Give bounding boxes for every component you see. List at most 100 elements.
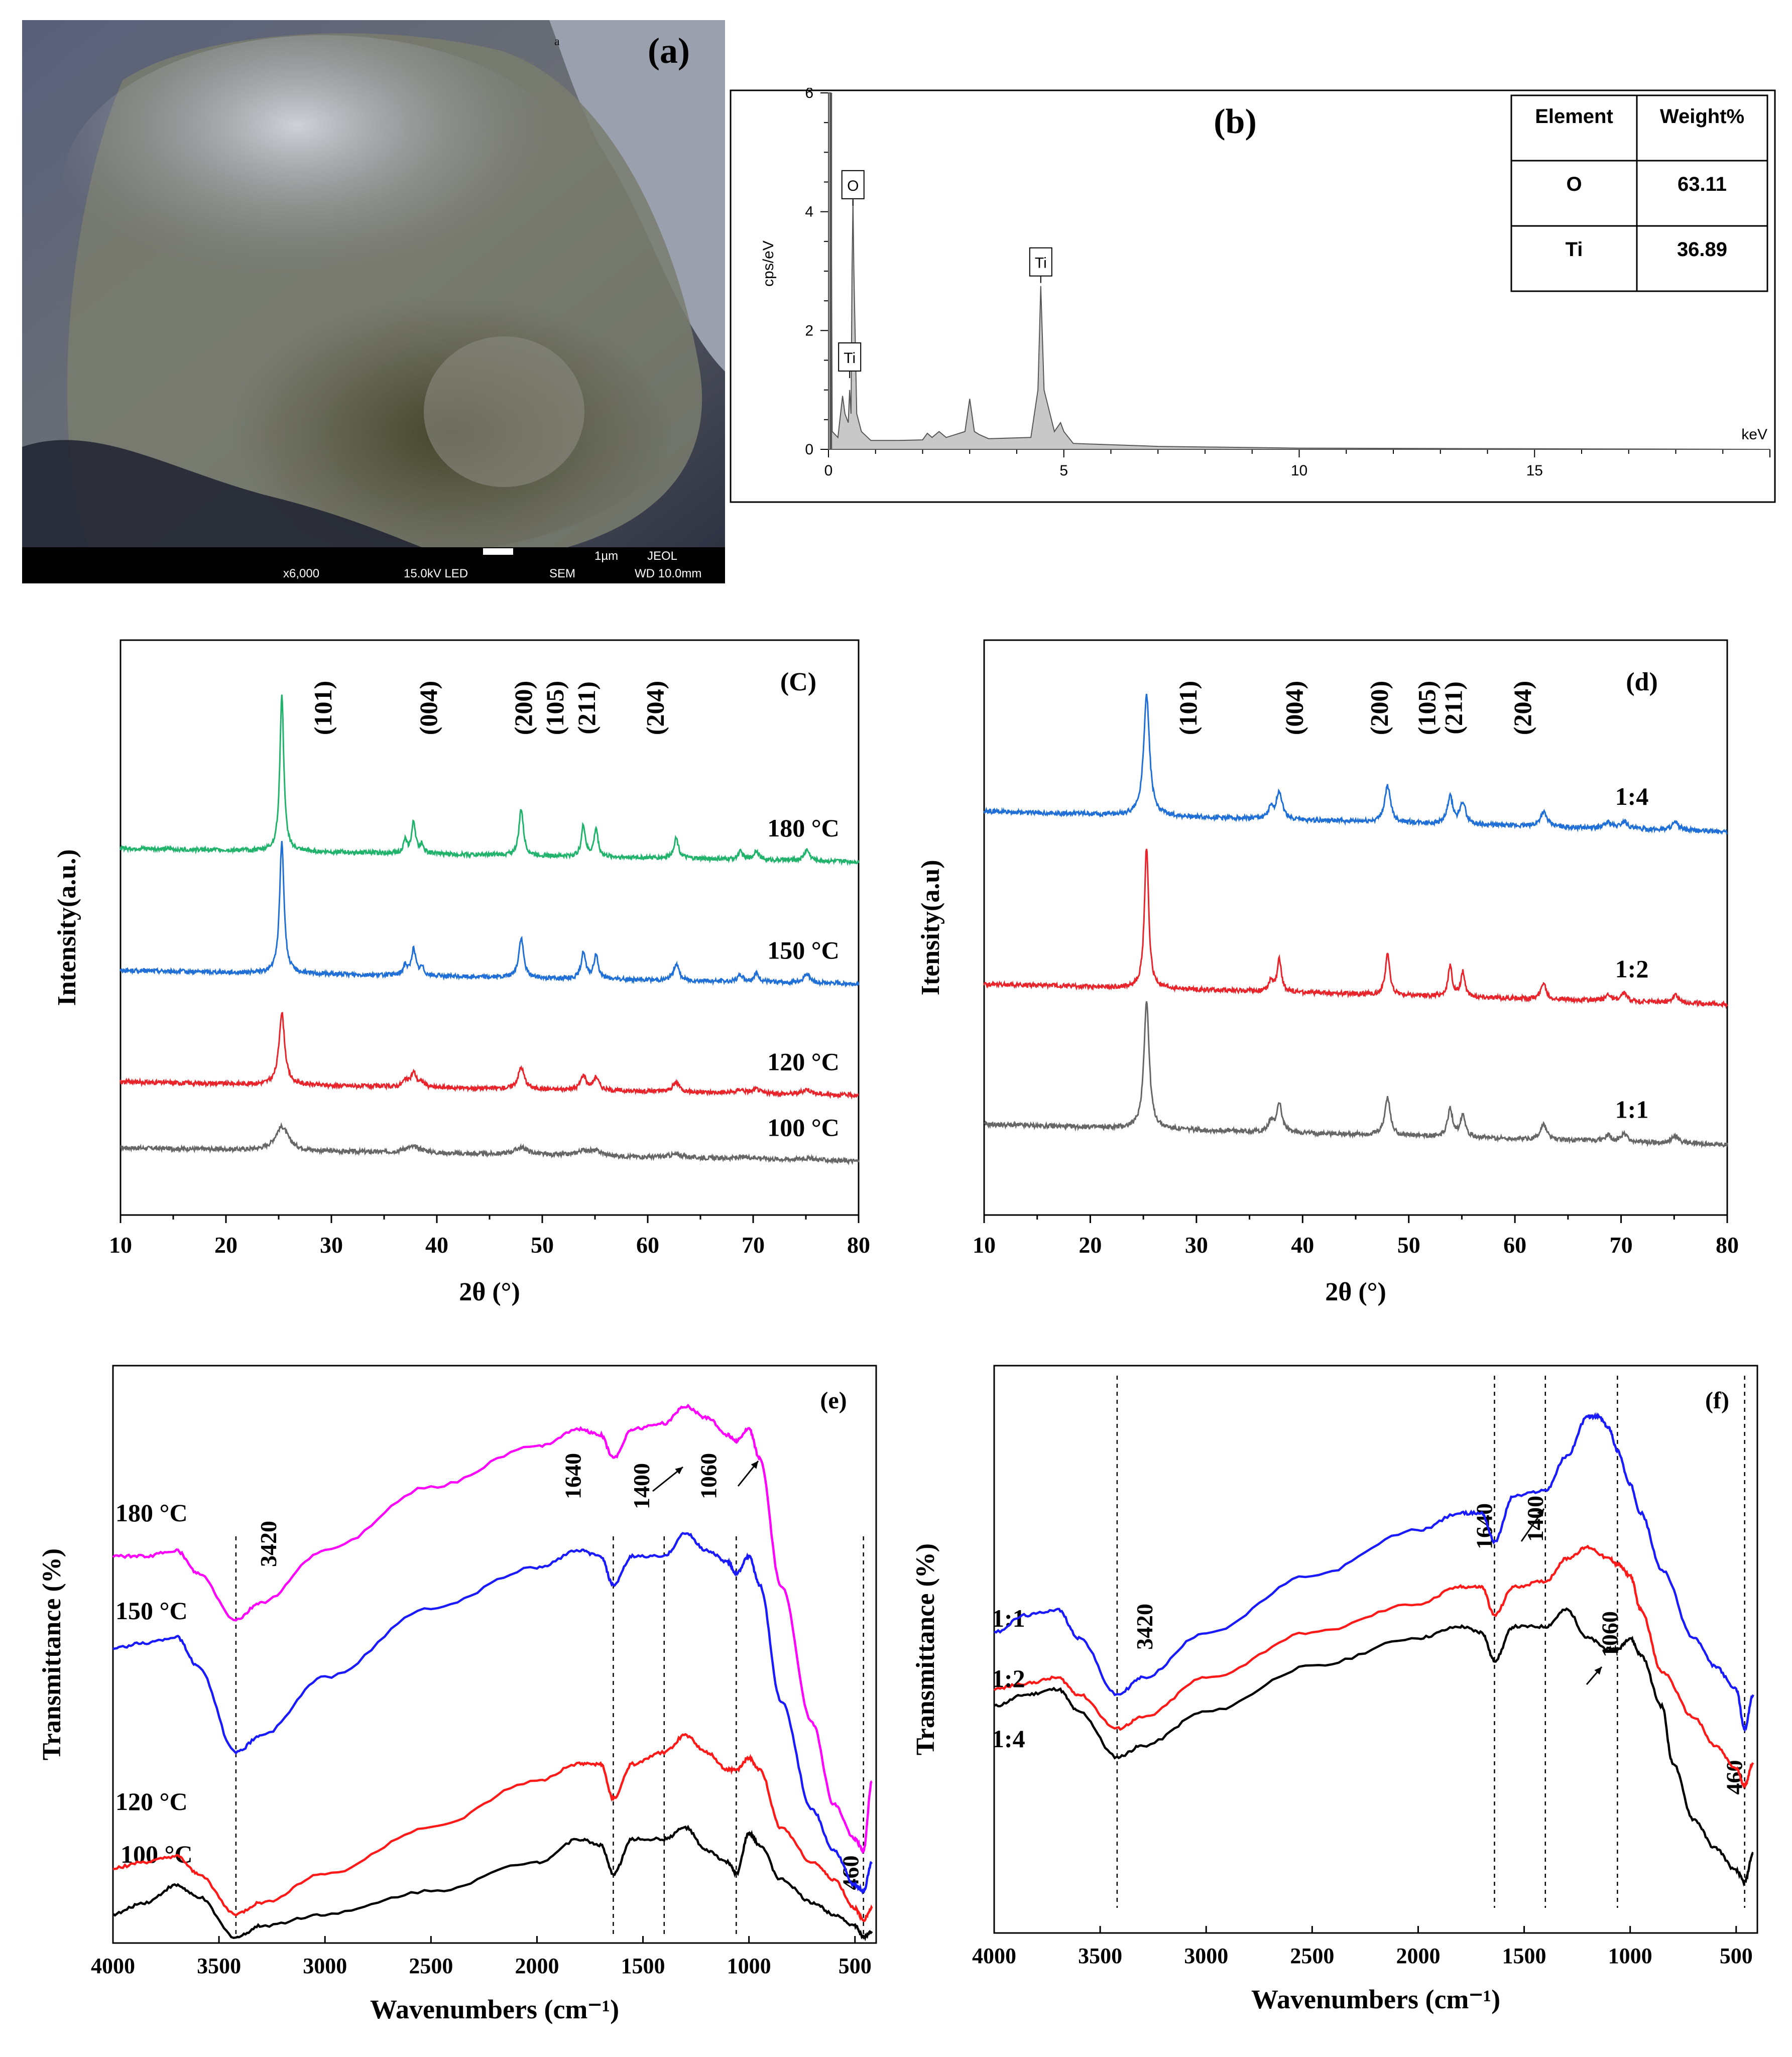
y-tick-label: 0 [805, 441, 813, 458]
sem-image: (a) a 1µm JEOL x6,000 15.0kV LED SEM WD … [22, 20, 725, 583]
band-label: 460 [1722, 1760, 1747, 1795]
series-line-11 [994, 1607, 1754, 1887]
panel-label-b: (b) [1214, 102, 1257, 141]
plot-frame [112, 1365, 877, 1944]
band-label: 3420 [256, 1521, 281, 1567]
y-tick-label: 4 [805, 204, 813, 220]
hkl-label: (105) [541, 681, 569, 735]
hkl-label: (211) [1439, 681, 1467, 735]
x-tick-label: 3000 [1184, 1944, 1228, 1968]
table-cell: 63.11 [1678, 173, 1727, 195]
hkl-label: (105) [1413, 681, 1441, 735]
peak-label-text: O [847, 178, 859, 194]
plot-frame [120, 639, 860, 1216]
x-tick-label: 500 [1720, 1944, 1753, 1968]
peak-label-text: Ti [844, 350, 856, 367]
x-tick-label: 50 [531, 1232, 554, 1258]
hkl-label: (211) [572, 681, 601, 735]
series-label: 180 °C [767, 814, 840, 842]
series-line-120C [112, 1733, 873, 1922]
y-tick-label: 6 [805, 88, 813, 101]
x-tick-label: 60 [636, 1232, 659, 1258]
series-label: 180 °C [115, 1499, 188, 1527]
x-tick-label: 60 [1503, 1232, 1526, 1258]
series-line-150C [112, 1532, 873, 1895]
series-label: 1:4 [1615, 782, 1649, 810]
brand-label: JEOL [647, 549, 677, 563]
x-axis-label: 2θ (°) [459, 1278, 520, 1306]
band-label: 3420 [1132, 1604, 1157, 1650]
annotation-arrowhead [751, 1461, 758, 1469]
series-line-100C [112, 1825, 873, 1942]
series-line-11 [984, 1001, 1728, 1149]
x-axis-label: 2θ (°) [1325, 1278, 1386, 1306]
panel-label-e: (e) [820, 1387, 847, 1414]
series-line-120C [120, 1012, 859, 1100]
peak-label-ti: Ti [1029, 247, 1052, 283]
x-tick-label: 3500 [197, 1954, 241, 1978]
weight-table: Element Weight% O 63.11 Ti 36.89 [1510, 94, 1768, 292]
ftir-temperature-chart: 4000 3500 3000 2500 2000 1500 1000 500 Wavenumbe… [38, 1365, 877, 2024]
hkl-label: (204) [1508, 681, 1536, 735]
peak-label-o: O [841, 170, 865, 206]
series-label: 1:4 [992, 1725, 1025, 1753]
x-tick-label: 80 [847, 1232, 870, 1258]
hkl-label: (004) [414, 681, 442, 735]
x-tick-label: 10 [973, 1232, 996, 1258]
panel-f: 4000 3500 3000 2500 2000 1500 1000 500 Wavenumbe… [904, 1346, 1767, 2048]
band-label: 1640 [560, 1453, 585, 1499]
series-label: 100 °C [767, 1114, 840, 1142]
series-label: 1:2 [1615, 955, 1649, 983]
peak-label-ti: Ti [838, 342, 862, 378]
x-tick-label: 4000 [972, 1944, 1016, 1968]
y-axis-label: Intensity(a.u.) [53, 849, 81, 1006]
table-header: Weight% [1660, 105, 1744, 128]
hkl-label: (204) [641, 681, 669, 735]
wd-label: WD 10.0mm [635, 567, 701, 580]
x-tick-label: 4000 [91, 1954, 135, 1978]
x-tick-label: 0 [824, 462, 833, 479]
band-label: 1060 [695, 1453, 721, 1499]
x-tick-label: 2500 [409, 1954, 453, 1978]
x-tick-label: 30 [320, 1232, 343, 1258]
y-axis-label: cps/eV [760, 240, 777, 287]
hkl-label: (101) [1174, 681, 1202, 735]
scalebar-label: 1µm [594, 549, 618, 563]
panel-c: 10 20 30 40 50 60 70 80 2θ (°) Intensity(a.u.) 100… [35, 633, 894, 1336]
panel-label-a: (a) [648, 31, 690, 71]
table-header: Element [1535, 105, 1613, 128]
series-label: 150 °C [115, 1597, 188, 1625]
x-tick-label: 70 [1610, 1232, 1633, 1258]
x-tick-label: 2000 [1396, 1944, 1440, 1968]
magnification-label: x6,000 [283, 567, 319, 580]
x-tick-label: 2000 [515, 1954, 559, 1978]
x-tick-label: 10 [1291, 462, 1307, 479]
peak-label-box [841, 170, 865, 199]
series-label: 120 °C [115, 1787, 188, 1816]
hkl-label: (101) [309, 681, 337, 735]
x-tick-label: 40 [1291, 1232, 1314, 1258]
x-tick-label: 1500 [621, 1954, 665, 1978]
plot-frame [983, 639, 1728, 1216]
plot-frame [993, 1365, 1758, 1934]
x-tick-label: 15 [1526, 462, 1543, 479]
annotation-arrowhead [1537, 1509, 1544, 1517]
x-tick-label: 20 [214, 1232, 237, 1258]
x-axis-label: Wavenumbers (cm⁻¹) [1251, 1984, 1500, 2014]
x-tick-label: 10 [109, 1232, 132, 1258]
series-line-180C [112, 1403, 873, 1854]
x-tick-label: 1000 [727, 1954, 771, 1978]
eds-spectrum [828, 92, 1770, 450]
x-axis-label: Wavenumbers (cm⁻¹) [370, 1994, 619, 2024]
peak-label-box [1029, 247, 1052, 277]
hkl-label: (004) [1280, 681, 1308, 735]
y-axis-label: Itensity(a.u) [916, 860, 945, 995]
voltage-label: 15.0kV LED [404, 567, 468, 580]
x-tick-label: 30 [1185, 1232, 1208, 1258]
series-label: 120 °C [767, 1047, 840, 1075]
ftir-ratio-chart: 4000 3500 3000 2500 2000 1500 1000 500 Wavenumbe… [911, 1365, 1758, 2014]
eds-chart: 0 5 10 15 0 2 4 6 keV cps/eV O Ti Ti (b) Element Weight… [730, 85, 1776, 503]
x-tick-label: 1000 [1608, 1944, 1652, 1968]
x-tick-label: 5 [1059, 462, 1068, 479]
xrd-ratio-chart: 10 20 30 40 50 60 70 80 2θ (°) Itensity(a.u) 1:1 1:… [916, 639, 1739, 1306]
